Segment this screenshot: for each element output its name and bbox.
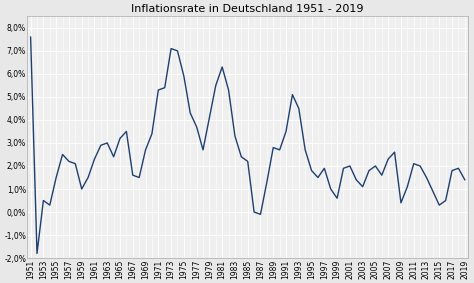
Title: Inflationsrate in Deutschland 1951 - 2019: Inflationsrate in Deutschland 1951 - 201… — [131, 4, 364, 14]
